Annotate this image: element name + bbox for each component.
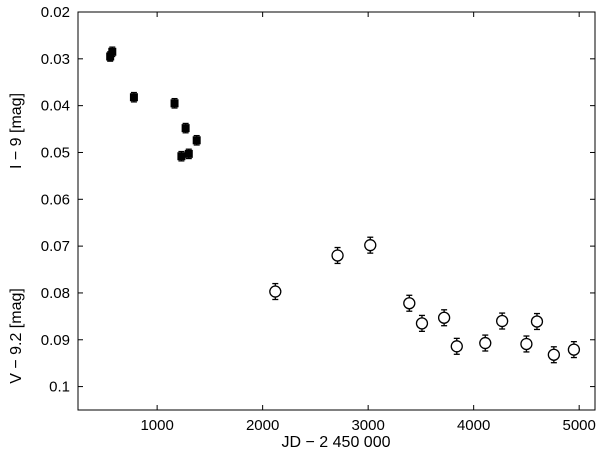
data-point: [496, 314, 509, 328]
x-tick-label: 5000: [562, 417, 595, 434]
y-tick-label: 0.02: [41, 4, 70, 21]
x-tick-label: 1000: [140, 417, 173, 434]
data-point: [547, 348, 561, 361]
y-axis-label-upper: I − 9 [mag]: [8, 93, 25, 169]
data-point: [269, 285, 282, 298]
series-1: [269, 236, 581, 364]
data-point: [177, 152, 186, 161]
data-point: [331, 249, 344, 262]
data-point: [520, 337, 533, 351]
y-tick-label: 0.03: [41, 51, 70, 68]
y-tick-label: 0.09: [41, 332, 70, 349]
data-point: [530, 315, 544, 328]
y-tick-label: 0.05: [41, 144, 70, 161]
x-tick-label: 4000: [457, 417, 490, 434]
axis-ticks: 1000 2000 3000 4000 5000 0.02 0.03 0.04 0.05 0.06…: [41, 4, 596, 434]
data-point: [437, 311, 451, 324]
x-axis-label: JD − 2 450 000: [282, 434, 391, 451]
y-tick-label: 0.06: [41, 191, 70, 208]
data-point: [415, 317, 429, 330]
x-tick-label: 2000: [246, 417, 279, 434]
data-point: [129, 93, 138, 102]
data-point: [108, 47, 117, 56]
y-tick-label: 0.07: [41, 238, 70, 255]
data-point: [479, 336, 492, 350]
data-point: [364, 239, 377, 252]
y-tick-label: 0.04: [41, 98, 70, 115]
data-marks: [106, 46, 581, 364]
plot-frame: [77, 11, 596, 411]
y-axis-label-lower: V − 9.2 [mag]: [8, 288, 25, 384]
data-point: [403, 297, 416, 310]
data-point: [184, 149, 193, 158]
data-point: [170, 99, 179, 108]
data-point: [192, 136, 201, 145]
y-tick-label: 0.08: [41, 285, 70, 302]
y-tick-label: 0.1: [49, 379, 70, 396]
data-point: [567, 343, 581, 356]
x-tick-label: 3000: [351, 417, 384, 434]
data-point: [450, 340, 463, 353]
data-point: [181, 124, 190, 133]
series-0: [106, 46, 201, 162]
